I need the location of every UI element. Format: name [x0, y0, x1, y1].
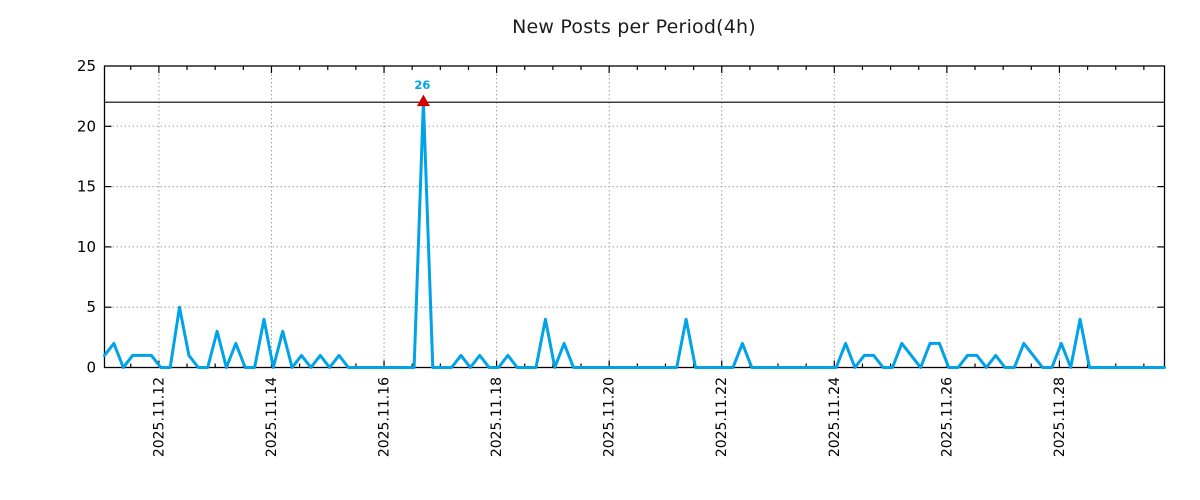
chart-title: New Posts per Period(4h) — [512, 16, 756, 38]
peak-value-label: 26 — [414, 78, 430, 92]
peak-marker-icon — [416, 94, 430, 107]
y-axis-tick-label: 15 — [77, 178, 96, 196]
x-axis-tick-label: 2025.11.26 — [939, 377, 955, 457]
y-axis-tick-label: 25 — [77, 57, 96, 75]
y-axis-tick-label: 5 — [86, 298, 96, 316]
x-axis-tick-label: 2025.11.14 — [264, 377, 280, 457]
x-axis-tick-label: 2025.11.16 — [377, 377, 393, 457]
x-axis-tick-label: 2025.11.12 — [151, 377, 167, 457]
x-axis-tick-label: 2025.11.20 — [602, 377, 618, 457]
series-line — [103, 100, 1166, 369]
x-axis-tick-label: 2025.11.24 — [827, 377, 843, 457]
y-axis-tick-label: 10 — [77, 238, 96, 256]
x-axis-tick-label: 2025.11.28 — [1052, 377, 1068, 457]
y-axis-tick-label: 20 — [77, 117, 96, 135]
y-axis-tick-label: 0 — [86, 359, 96, 377]
x-axis-tick-label: 2025.11.22 — [714, 377, 730, 457]
x-axis-tick-label: 2025.11.18 — [489, 377, 505, 457]
